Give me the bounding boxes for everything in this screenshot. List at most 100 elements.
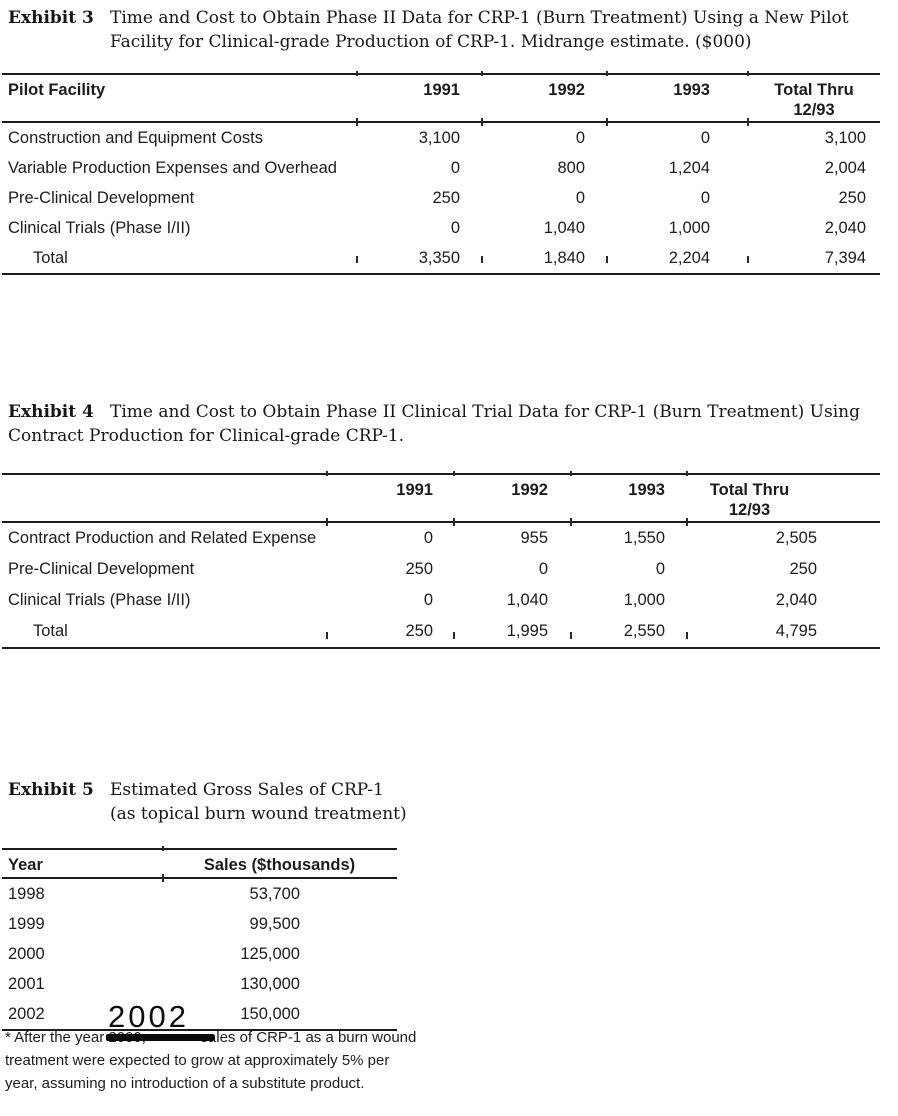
table-row: Contract Production and Related Expense … — [2, 522, 880, 554]
exhibit5-title-line2: (as topical burn wound treatment) — [110, 803, 407, 824]
column-tick — [453, 632, 455, 639]
sales-cell: 130,000 — [240, 974, 300, 993]
exhibit4-header-row: 1991 1992 1993 Total Thru 12/93 — [2, 475, 880, 523]
column-tick — [606, 71, 608, 76]
exhibit3-header-row: Pilot Facility 1991 1992 1993 Total Thru… — [2, 75, 880, 123]
total-thru-line1: Total Thru — [774, 81, 854, 99]
column-tick — [570, 632, 572, 639]
column-tick — [356, 118, 358, 126]
exhibit5-title-text: Estimated Gross Sales of CRP-1 — [110, 780, 384, 800]
exhibit4-table-grid: 1991 1992 1993 Total Thru 12/93 Contract … — [2, 475, 880, 647]
exhibit4-title: Exhibit 4 Time and Cost to Obtain Phase I… — [8, 401, 860, 448]
footnote-line2: treatment were expected to grow at appro… — [5, 1052, 390, 1069]
column-tick — [481, 256, 483, 263]
exhibit4-title-line2: Contract Production for Clinical-grade C… — [8, 425, 404, 446]
value-cell: 0 — [575, 128, 585, 147]
handwritten-correction-2002: 2002 — [108, 999, 189, 1034]
column-tick — [481, 118, 483, 126]
table-row: Pre-Clinical Development 250 0 0 250 — [2, 554, 880, 585]
exhibit3-label: Exhibit 3 — [8, 8, 94, 28]
row-label: Pre-Clinical Development — [8, 560, 195, 578]
table-row: 1998 53,700 — [2, 878, 397, 909]
sales-cell: 125,000 — [240, 944, 300, 963]
exhibit5-table-grid: Year Sales ($thousands) 1998 53,700 1999… — [2, 850, 397, 1029]
total-thru-line2: 12/93 — [793, 101, 835, 119]
exhibit5-table: Year Sales ($thousands) 1998 53,700 1999… — [2, 846, 397, 1031]
exhibit4-title-line1: Exhibit 4 Time and Cost to Obtain Phase I… — [8, 401, 860, 425]
column-tick — [606, 118, 608, 126]
total-row: Total 3,350 1,840 2,204 7,394 — [2, 243, 880, 273]
row-label: Total — [33, 622, 68, 640]
year-cell: 1999 — [8, 914, 45, 933]
value-cell: 1,550 — [623, 529, 665, 547]
value-cell: 0 — [700, 188, 710, 207]
column-tick — [356, 256, 358, 263]
value-cell: 4,795 — [775, 622, 817, 640]
exhibit5-label: Exhibit 5 — [8, 780, 94, 800]
year-cell: 2001 — [8, 974, 45, 993]
col-header-total-thru: Total Thru 12/93 — [686, 475, 880, 523]
value-cell: 3,100 — [418, 128, 460, 147]
column-tick — [453, 518, 455, 526]
col-header-year: Year — [2, 850, 162, 879]
col-header-1992: 1992 — [481, 75, 606, 123]
value-cell: 0 — [423, 529, 433, 547]
col-header-sales: Sales ($thousands) — [162, 850, 397, 879]
column-tick — [747, 256, 749, 263]
year-cell: 2000 — [8, 944, 45, 963]
column-tick — [162, 846, 164, 851]
col-header-1992: 1992 — [453, 475, 570, 523]
col-header-1993: 1993 — [606, 75, 747, 123]
value-cell: 1,000 — [668, 218, 710, 237]
value-cell: 250 — [405, 560, 433, 578]
value-cell: 0 — [655, 560, 665, 578]
table-row: 1999 99,500 — [2, 909, 397, 939]
value-cell: 1,840 — [543, 248, 585, 267]
table-row: Clinical Trials (Phase I/II) 0 1,040 1,0… — [2, 585, 880, 616]
exhibit3-title-line1: Exhibit 3 Time and Cost to Obtain Phase I… — [8, 7, 849, 31]
col-header-1993: 1993 — [570, 475, 686, 523]
value-cell: 1,040 — [506, 591, 548, 609]
column-tick — [326, 632, 328, 639]
table-row: Clinical Trials (Phase I/II) 0 1,040 1,0… — [2, 213, 880, 243]
row-label: Variable Production Expenses and Overhea… — [8, 158, 337, 177]
col-header-1991: 1991 — [326, 475, 453, 523]
value-cell: 250 — [789, 560, 817, 578]
exhibit4-title-text: Time and Cost to Obtain Phase II Clinica… — [110, 402, 861, 422]
exhibit5-title-line1: Exhibit 5 Estimated Gross Sales of CRP-1 — [8, 779, 407, 803]
value-cell: 800 — [557, 158, 585, 177]
column-tick — [326, 518, 328, 526]
sales-cell: 53,700 — [249, 884, 300, 903]
column-tick — [570, 471, 572, 476]
exhibit3-title-text: Time and Cost to Obtain Phase II Data fo… — [110, 8, 849, 28]
column-tick — [570, 518, 572, 526]
col-header-1991: 1991 — [356, 75, 481, 123]
exhibit3-table: Pilot Facility 1991 1992 1993 Total Thru… — [2, 71, 880, 275]
total-row: Total 250 1,995 2,550 4,795 — [2, 616, 880, 647]
exhibit3-title: Exhibit 3 Time and Cost to Obtain Phase I… — [8, 7, 849, 54]
row-label: Pre-Clinical Development — [8, 188, 195, 207]
value-cell: 2,550 — [623, 622, 665, 640]
year-cell: 1998 — [8, 884, 45, 903]
table-row: Pre-Clinical Development 250 0 0 250 — [2, 183, 880, 213]
exhibit5-footnote: * After the year 2000, sales of CRP-1 as … — [5, 1026, 416, 1095]
column-tick — [162, 874, 164, 882]
table-row: Construction and Equipment Costs 3,100 0… — [2, 122, 880, 153]
footnote-line3: year, assuming no introduction of a subs… — [5, 1075, 365, 1092]
redacted-year: 2000, — [106, 1026, 215, 1049]
total-thru-line1: Total Thru — [709, 481, 790, 499]
footnote-line1: * After the year 2000, sales of CRP-1 as … — [5, 1026, 416, 1049]
value-cell: 2,004 — [824, 158, 866, 177]
value-cell: 0 — [575, 188, 585, 207]
col-header-total-thru: Total Thru 12/93 — [747, 75, 880, 123]
value-cell: 955 — [520, 529, 548, 547]
value-cell: 250 — [432, 188, 460, 207]
value-cell: 250 — [838, 188, 866, 207]
exhibit3-table-grid: Pilot Facility 1991 1992 1993 Total Thru… — [2, 75, 880, 273]
row-label: Clinical Trials (Phase I/II) — [8, 591, 191, 609]
table-row: 2002 150,000 — [2, 999, 397, 1029]
value-cell: 0 — [450, 218, 460, 237]
row-header-empty — [2, 475, 326, 523]
value-cell: 0 — [423, 591, 433, 609]
value-cell: 3,350 — [418, 248, 460, 267]
